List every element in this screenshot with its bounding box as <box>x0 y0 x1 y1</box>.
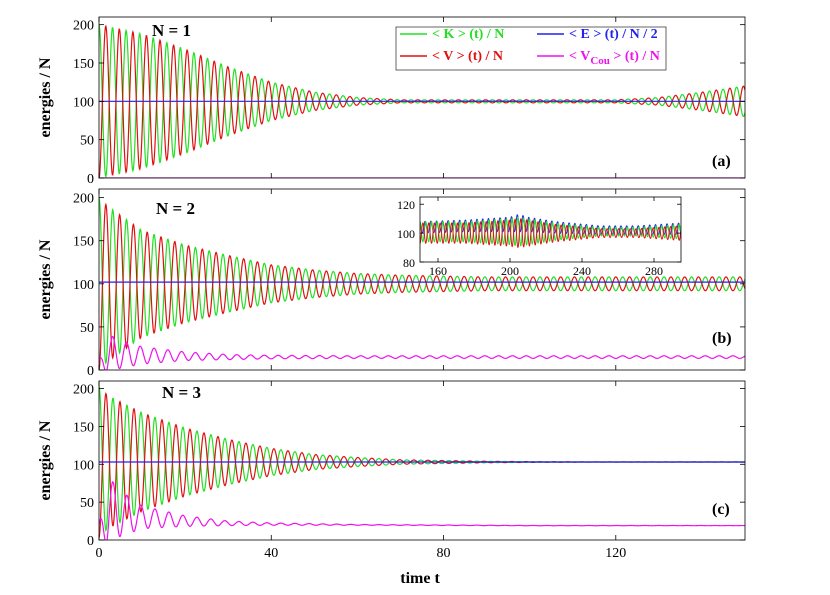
axes-frame <box>419 196 682 263</box>
y-axis-label: energies / N <box>37 57 54 137</box>
panel-title: N = 3 <box>162 383 201 402</box>
y-tick-label: 100 <box>73 278 94 293</box>
y-tick-label: 100 <box>73 95 94 110</box>
x-tick-label: 280 <box>645 264 663 278</box>
y-axis-label: energies / N <box>37 420 54 500</box>
axes-frame <box>98 380 746 541</box>
y-tick-label: 0 <box>87 534 94 549</box>
y-tick-label: 50 <box>80 134 94 149</box>
series-group <box>99 386 745 540</box>
series-line-kinetic <box>99 197 745 366</box>
y-tick-label: 50 <box>80 321 94 336</box>
panel-label: (c) <box>712 501 730 518</box>
series-group <box>99 24 745 178</box>
x-tick-label: 120 <box>605 546 626 561</box>
series-line-potential <box>420 218 681 249</box>
y-axis-label: energies / N <box>37 239 54 319</box>
axes-frame <box>98 188 746 371</box>
x-tick-label: 40 <box>264 546 278 561</box>
y-tick-label: 150 <box>73 420 94 435</box>
x-tick-label: 0 <box>96 546 103 561</box>
series-group <box>99 197 745 370</box>
legend-entry-kinetic: < K > (t) / N <box>432 27 504 42</box>
x-tick-label: 80 <box>437 546 451 561</box>
y-tick-label: 100 <box>397 227 415 241</box>
series-line-coulomb <box>99 480 745 540</box>
legend-text-sub: Cou <box>590 55 610 67</box>
y-tick-label: 0 <box>87 172 94 187</box>
y-tick-label: 200 <box>73 192 94 207</box>
series-line-coulomb <box>99 335 745 370</box>
y-tick-label: 120 <box>397 198 415 212</box>
series-group <box>420 214 681 249</box>
panel-label: (b) <box>712 330 732 347</box>
legend-entry-potential: < V > (t) / N <box>432 49 503 64</box>
y-tick-label: 150 <box>73 235 94 250</box>
legend-entry-coulomb: < VCou > (t) / N <box>569 49 660 67</box>
panel-title: N = 2 <box>156 199 195 218</box>
panel-c: 0 50 100 150 200 0 40 80 120 N = 3 (c) energies / N <box>37 380 746 561</box>
y-tick-label: 150 <box>73 57 94 72</box>
legend-box <box>395 26 667 71</box>
axes-frame <box>98 16 746 179</box>
y-tick-label: 80 <box>403 256 415 270</box>
legend-text-pre: < V <box>569 49 590 64</box>
inset-panel-b: 80 100 120 160 200 240 280 <box>397 196 682 278</box>
y-tick-label: 200 <box>73 19 94 34</box>
x-tick-label: 200 <box>501 264 519 278</box>
y-tick-label: 0 <box>87 364 94 379</box>
y-tick-label: 50 <box>80 496 94 511</box>
y-tick-label: 200 <box>73 383 94 398</box>
panel-title: N = 1 <box>152 21 191 40</box>
legend-text-post: > (t) / N <box>610 49 660 64</box>
x-tick-label: 160 <box>429 264 447 278</box>
x-axis-label: time t <box>400 570 440 587</box>
y-tick-label: 100 <box>73 458 94 473</box>
x-tick-label: 240 <box>573 264 591 278</box>
series-line-potential <box>99 202 745 370</box>
legend: < K > (t) / N < E > (t) / N / 2 < V > (t) … <box>395 26 667 71</box>
panel-label: (a) <box>712 153 731 170</box>
legend-entry-total: < E > (t) / N / 2 <box>569 27 658 42</box>
